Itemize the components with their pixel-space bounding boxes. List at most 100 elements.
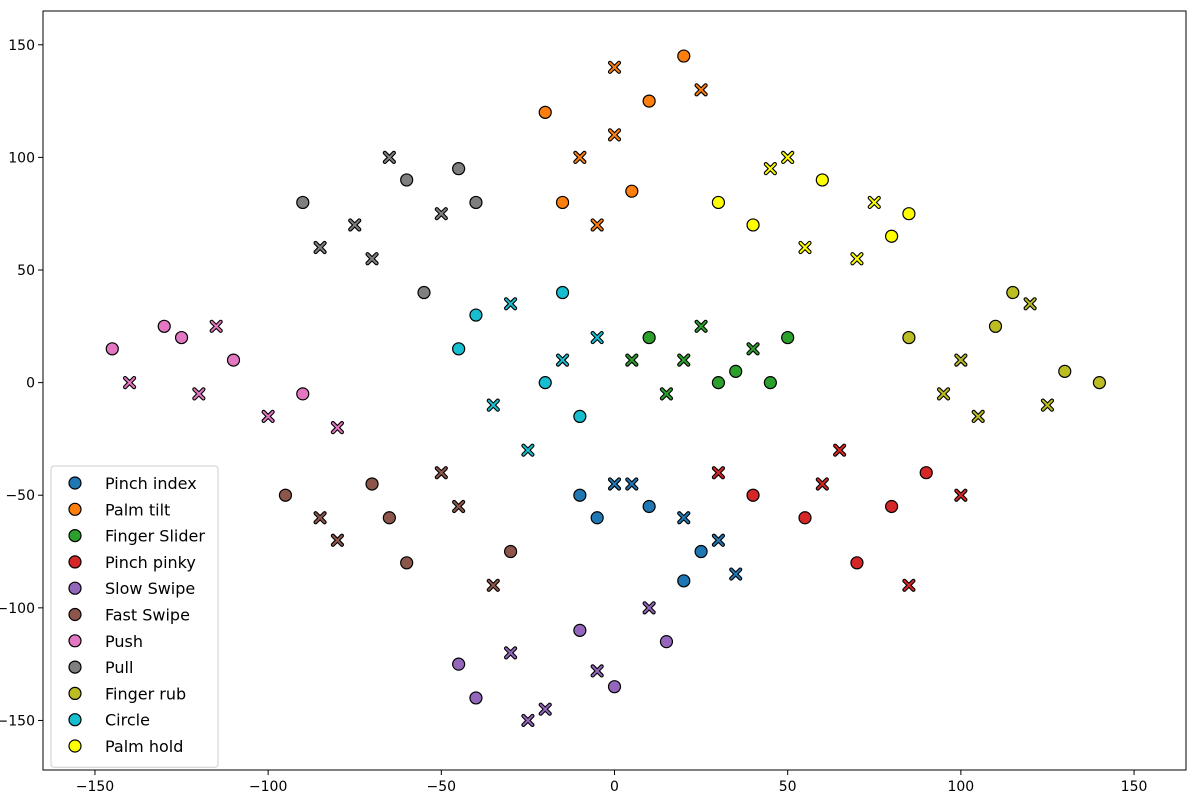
- legend: Pinch index Palm tilt Finger Slider Pinch p…: [50, 465, 219, 768]
- data-point: [850, 556, 864, 570]
- data-point: [694, 544, 708, 559]
- data-point-cross: [867, 195, 881, 210]
- legend-marker: [68, 713, 82, 727]
- data-point: [538, 376, 552, 390]
- data-point-cross: [521, 713, 535, 728]
- data-point-cross: [209, 319, 223, 333]
- points-layer: [105, 49, 1107, 728]
- data-point-cross: [642, 601, 656, 615]
- data-point-cross: [1040, 398, 1055, 412]
- data-point-cross: [313, 240, 327, 255]
- data-point-cross: [954, 353, 968, 367]
- legend-item: Slow Swipe: [68, 579, 195, 598]
- data-point-cross: [729, 567, 743, 581]
- legend-marker: [68, 634, 82, 648]
- data-point-cross: [590, 664, 604, 678]
- data-point: [1092, 376, 1107, 390]
- data-point-cross: [348, 218, 362, 232]
- x-tick-label: −50: [427, 779, 457, 795]
- data-point-cross: [434, 207, 448, 221]
- data-point-cross: [590, 330, 604, 345]
- series-finger-slider: [625, 319, 795, 401]
- legend-marker: [68, 660, 82, 674]
- data-point: [1058, 364, 1072, 378]
- y-tick-label: 100: [8, 150, 35, 166]
- data-point: [677, 49, 691, 63]
- series-palm-tilt: [538, 49, 708, 232]
- data-point: [607, 680, 622, 694]
- series-pinch-pinky: [711, 443, 968, 592]
- x-tick-label: −100: [249, 779, 287, 795]
- legend-item: Palm tilt: [68, 500, 170, 519]
- data-point-cross: [798, 240, 812, 255]
- data-point: [469, 691, 483, 705]
- data-point-cross: [607, 128, 622, 142]
- data-point-cross: [1023, 297, 1037, 311]
- legend-marker: [68, 476, 82, 490]
- series-slow-swipe: [452, 601, 674, 728]
- data-point-cross: [694, 83, 708, 97]
- data-point-cross: [330, 421, 345, 435]
- data-point: [105, 342, 119, 356]
- data-point-cross: [434, 466, 448, 480]
- data-point-cross: [936, 387, 951, 401]
- data-point: [988, 319, 1003, 333]
- x-tick-label: 150: [1121, 779, 1148, 795]
- legend-item: Pinch pinky: [68, 553, 196, 572]
- data-point-cross: [452, 499, 466, 514]
- series-circle: [452, 285, 604, 457]
- data-point: [226, 353, 241, 367]
- data-point-cross: [330, 533, 345, 547]
- y-tick-label: −100: [0, 601, 35, 617]
- legend-label: Pull: [105, 658, 133, 677]
- data-point: [1006, 285, 1020, 300]
- legend-marker: [68, 686, 82, 701]
- series-pull: [296, 150, 483, 300]
- data-point: [642, 330, 656, 345]
- x-tick-label: 50: [779, 779, 797, 795]
- y-axis: −150 −100 −50 0 50 100 150: [0, 38, 43, 729]
- data-point: [902, 207, 916, 221]
- data-point: [452, 162, 466, 176]
- x-tick-label: −150: [76, 779, 114, 795]
- x-tick-label: 100: [947, 779, 974, 795]
- data-point-cross: [833, 443, 847, 457]
- legend-marker: [68, 555, 82, 569]
- data-point: [711, 195, 726, 210]
- data-point: [884, 229, 899, 243]
- legend-item: Fast Swipe: [68, 606, 190, 625]
- legend-label: Circle: [105, 711, 150, 730]
- data-point-cross: [815, 477, 829, 491]
- data-point: [382, 511, 396, 525]
- data-point: [659, 635, 674, 649]
- data-point: [781, 330, 795, 345]
- legend-marker: [68, 528, 82, 543]
- legend-marker: [68, 607, 82, 622]
- data-point: [677, 574, 691, 588]
- data-point: [573, 409, 587, 424]
- data-point-cross: [746, 342, 760, 356]
- data-point-cross: [659, 387, 674, 401]
- data-point-cross: [625, 353, 639, 367]
- data-point: [452, 657, 466, 671]
- data-point: [469, 195, 483, 210]
- legend-item: Finger rub: [68, 684, 186, 703]
- data-point: [400, 173, 414, 187]
- data-point-cross: [503, 646, 518, 660]
- legend-marker: [68, 502, 82, 516]
- data-point-cross: [607, 477, 622, 491]
- data-point-cross: [781, 150, 795, 164]
- data-point-cross: [902, 578, 916, 592]
- data-point-cross: [954, 488, 968, 502]
- legend-marker: [68, 581, 82, 595]
- legend-item: Pinch index: [68, 474, 197, 493]
- data-point-cross: [486, 398, 500, 412]
- series-finger-rub: [902, 285, 1107, 424]
- legend-label: Finger Slider: [105, 527, 205, 546]
- data-point: [884, 499, 899, 514]
- data-point: [625, 184, 639, 198]
- series-palm-hold: [711, 150, 916, 266]
- data-point-cross: [850, 252, 864, 266]
- data-point-cross: [711, 533, 726, 547]
- data-point-cross: [677, 353, 691, 367]
